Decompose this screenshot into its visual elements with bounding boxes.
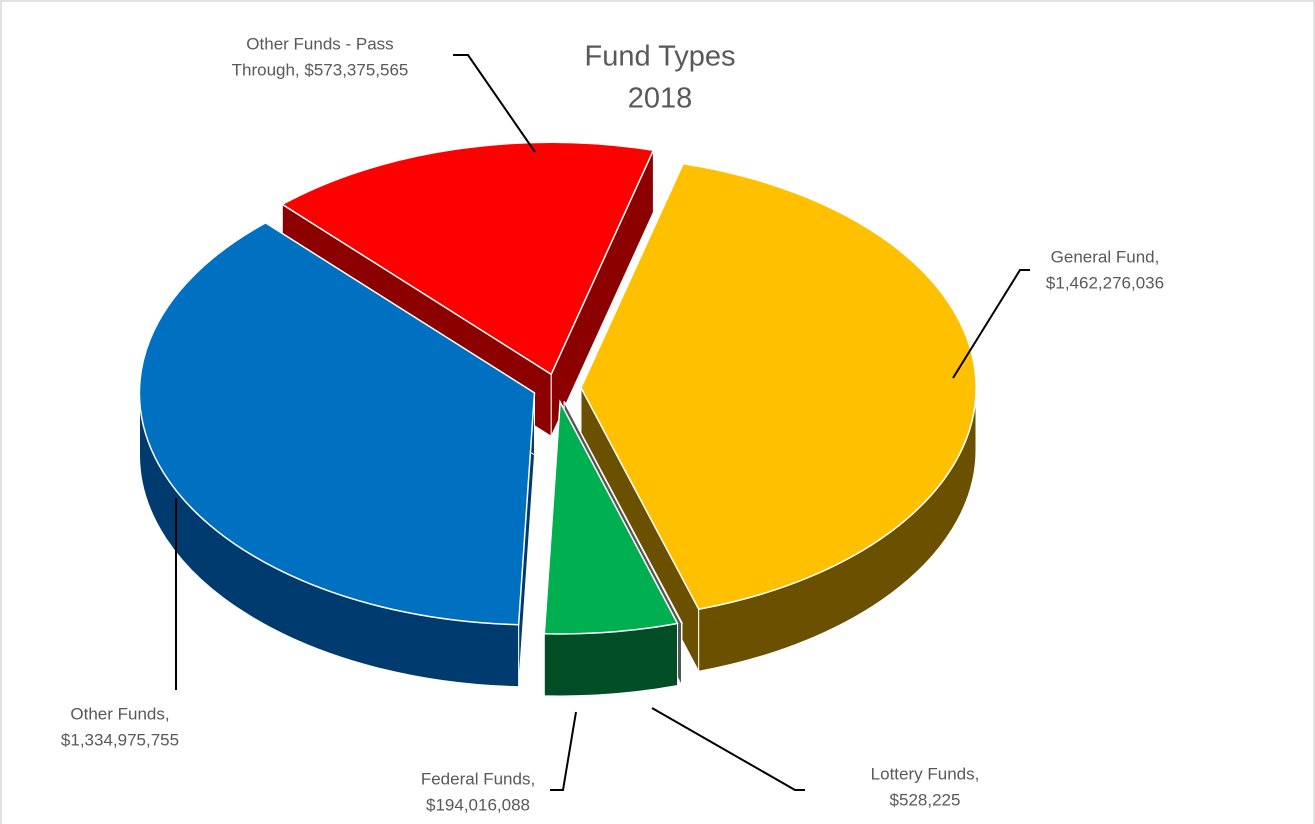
pie-slice (580, 162, 977, 611)
pie-slice (280, 141, 655, 376)
chart-title: Fund Types (584, 41, 735, 73)
pie-slice (563, 401, 684, 624)
leader-line (651, 707, 805, 791)
data-label: Federal Funds, (421, 769, 535, 788)
data-label: Other Funds - Pass (246, 34, 393, 53)
data-label: $1,462,276,036 (1046, 273, 1164, 292)
data-label: $528,225 (890, 790, 961, 809)
data-label: Lottery Funds, (871, 764, 980, 783)
data-label: $1,334,975,755 (61, 730, 179, 749)
data-label: General Fund, (1051, 247, 1160, 266)
data-label: Through, $573,375,565 (232, 60, 409, 79)
data-label: $194,016,088 (426, 795, 530, 814)
leader-line (453, 54, 536, 153)
leader-line (952, 269, 1030, 379)
pie-slice (138, 222, 536, 626)
data-label: Other Funds, (70, 704, 169, 723)
pie-slice (543, 399, 679, 635)
leader-line (550, 711, 577, 791)
chart-subtitle: 2018 (628, 83, 693, 115)
